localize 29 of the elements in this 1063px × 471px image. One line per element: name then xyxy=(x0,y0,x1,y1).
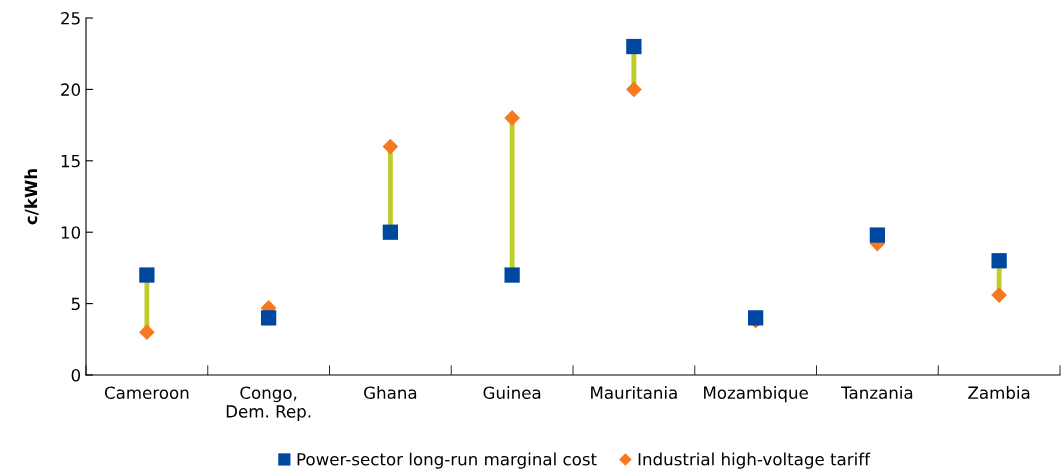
y-tick-label: 5 xyxy=(71,297,80,311)
point xyxy=(991,287,1007,303)
legend-label: Power-sector long-run marginal cost xyxy=(297,452,597,469)
x-tick-label: Cameroon xyxy=(104,386,189,400)
point xyxy=(626,38,642,55)
legend-label: Industrial high-voltage tariff xyxy=(638,452,871,469)
point xyxy=(382,138,399,155)
x-tick-label: Ghana xyxy=(364,386,417,400)
point xyxy=(991,253,1007,269)
point xyxy=(626,81,642,98)
point xyxy=(139,267,155,283)
x-tick-label: Mauritania xyxy=(591,386,677,400)
point xyxy=(869,227,886,243)
y-tick-label: 25 xyxy=(61,11,80,25)
point xyxy=(504,110,520,126)
x-tick-label: Congo, Dem. Rep. xyxy=(226,386,311,421)
x-tick-label: Mozambique xyxy=(704,386,808,403)
point xyxy=(260,310,277,326)
y-tick-label: 15 xyxy=(61,154,80,168)
point xyxy=(504,267,520,283)
x-tick-label: Zambia xyxy=(968,386,1030,400)
point xyxy=(139,324,155,341)
point xyxy=(382,224,399,240)
y-axis-title: c/kWh xyxy=(24,169,39,225)
y-tick-label: 10 xyxy=(61,226,81,239)
y-tick-label: 0 xyxy=(71,368,81,382)
x-tick-label: Tanzania xyxy=(841,386,913,400)
x-tick-label: Guinea xyxy=(483,386,541,400)
y-tick-label: 20 xyxy=(61,83,81,96)
